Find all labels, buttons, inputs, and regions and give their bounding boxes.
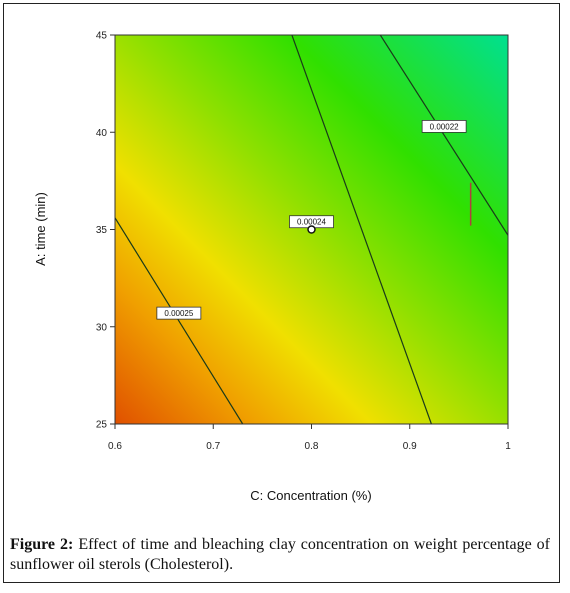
contour-label-box-2 xyxy=(421,120,467,133)
contour-label-2: 0.00022 xyxy=(430,122,459,131)
x-axis-label: C: Concentration (%) xyxy=(250,488,371,503)
caption-text: Effect of time and bleaching clay concen… xyxy=(10,536,550,573)
figure-label: Figure 2: xyxy=(10,536,74,553)
contour-line-2 xyxy=(379,35,508,236)
x-tick-label-1: 0.7 xyxy=(206,441,220,452)
x-tick-label-4: 1 xyxy=(505,441,511,452)
x-tick-label-2: 0.8 xyxy=(305,441,319,452)
x-tick-label-3: 0.9 xyxy=(403,441,417,452)
y-tick-label-3: 40 xyxy=(96,128,108,139)
contour-label-1: 0.00024 xyxy=(297,218,326,227)
y-axis-label: A: time (min) xyxy=(33,192,48,266)
contour-label-box-0 xyxy=(156,306,202,320)
contour-plot: 0.00025 0.00024 0.00022 0.6 0.7 0.8 0.9 1 25 30 3… xyxy=(33,31,511,504)
figure-caption: Figure 2: Effect of time and bleaching c… xyxy=(10,535,550,575)
y-tick-label-2: 35 xyxy=(96,225,108,236)
contour-line-1 xyxy=(291,35,432,424)
y-tick-label-4: 45 xyxy=(96,31,108,42)
design-point xyxy=(307,225,316,234)
contour-label-0: 0.00025 xyxy=(164,309,193,318)
y-tick-label-0: 25 xyxy=(96,420,108,431)
x-tick-label-0: 0.6 xyxy=(108,441,122,452)
y-tick-label-1: 30 xyxy=(96,322,108,333)
contour-line-0 xyxy=(115,217,244,424)
